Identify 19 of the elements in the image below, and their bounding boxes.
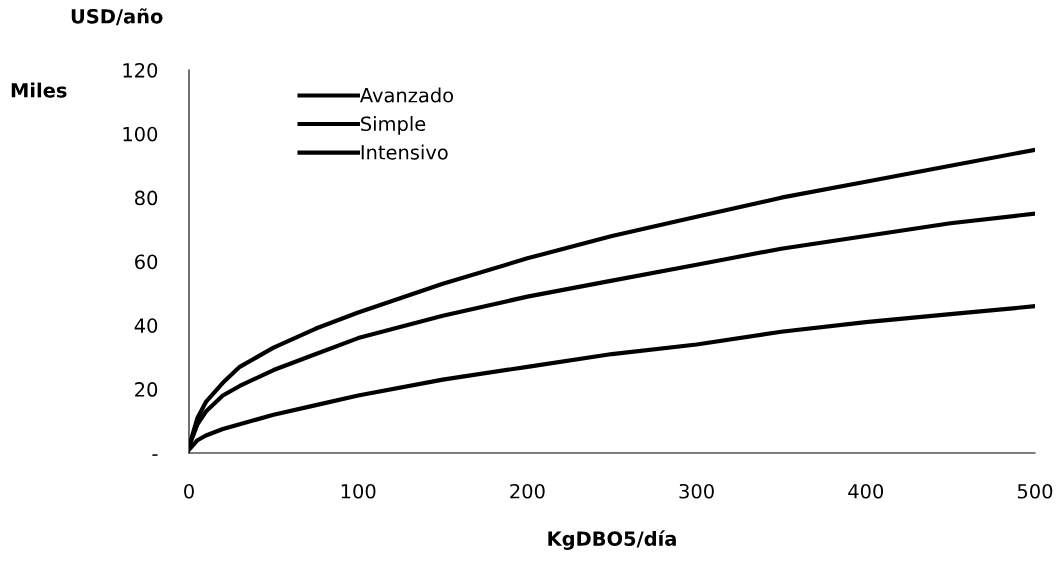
x-tick-label: 400: [848, 483, 884, 499]
y-axis-title: USD/año: [71, 8, 163, 26]
x-tick-label: 100: [341, 483, 376, 499]
x-axis-title: KgDBO5/día: [548, 530, 676, 550]
x-tick-label: 200: [510, 483, 545, 499]
y-tick-label: 80: [135, 190, 158, 206]
y-tick-label: 20: [135, 382, 158, 397]
y-tick-label: 100: [123, 126, 158, 142]
legend-label: Avanzado: [359, 87, 454, 103]
text: Miles: [11, 82, 67, 98]
legend-label: Simple: [361, 116, 426, 135]
x-tick-label: 500: [1017, 483, 1053, 499]
y-tick-label: 60: [135, 254, 158, 270]
x-tick-label: 300: [679, 483, 714, 499]
y-tick-label: 120: [123, 62, 158, 78]
y-tick-label: -: [152, 454, 158, 456]
x-tick-label: 0: [184, 483, 194, 499]
legend-label: Intensivo: [361, 144, 448, 160]
y-tick-label: 40: [134, 318, 158, 333]
